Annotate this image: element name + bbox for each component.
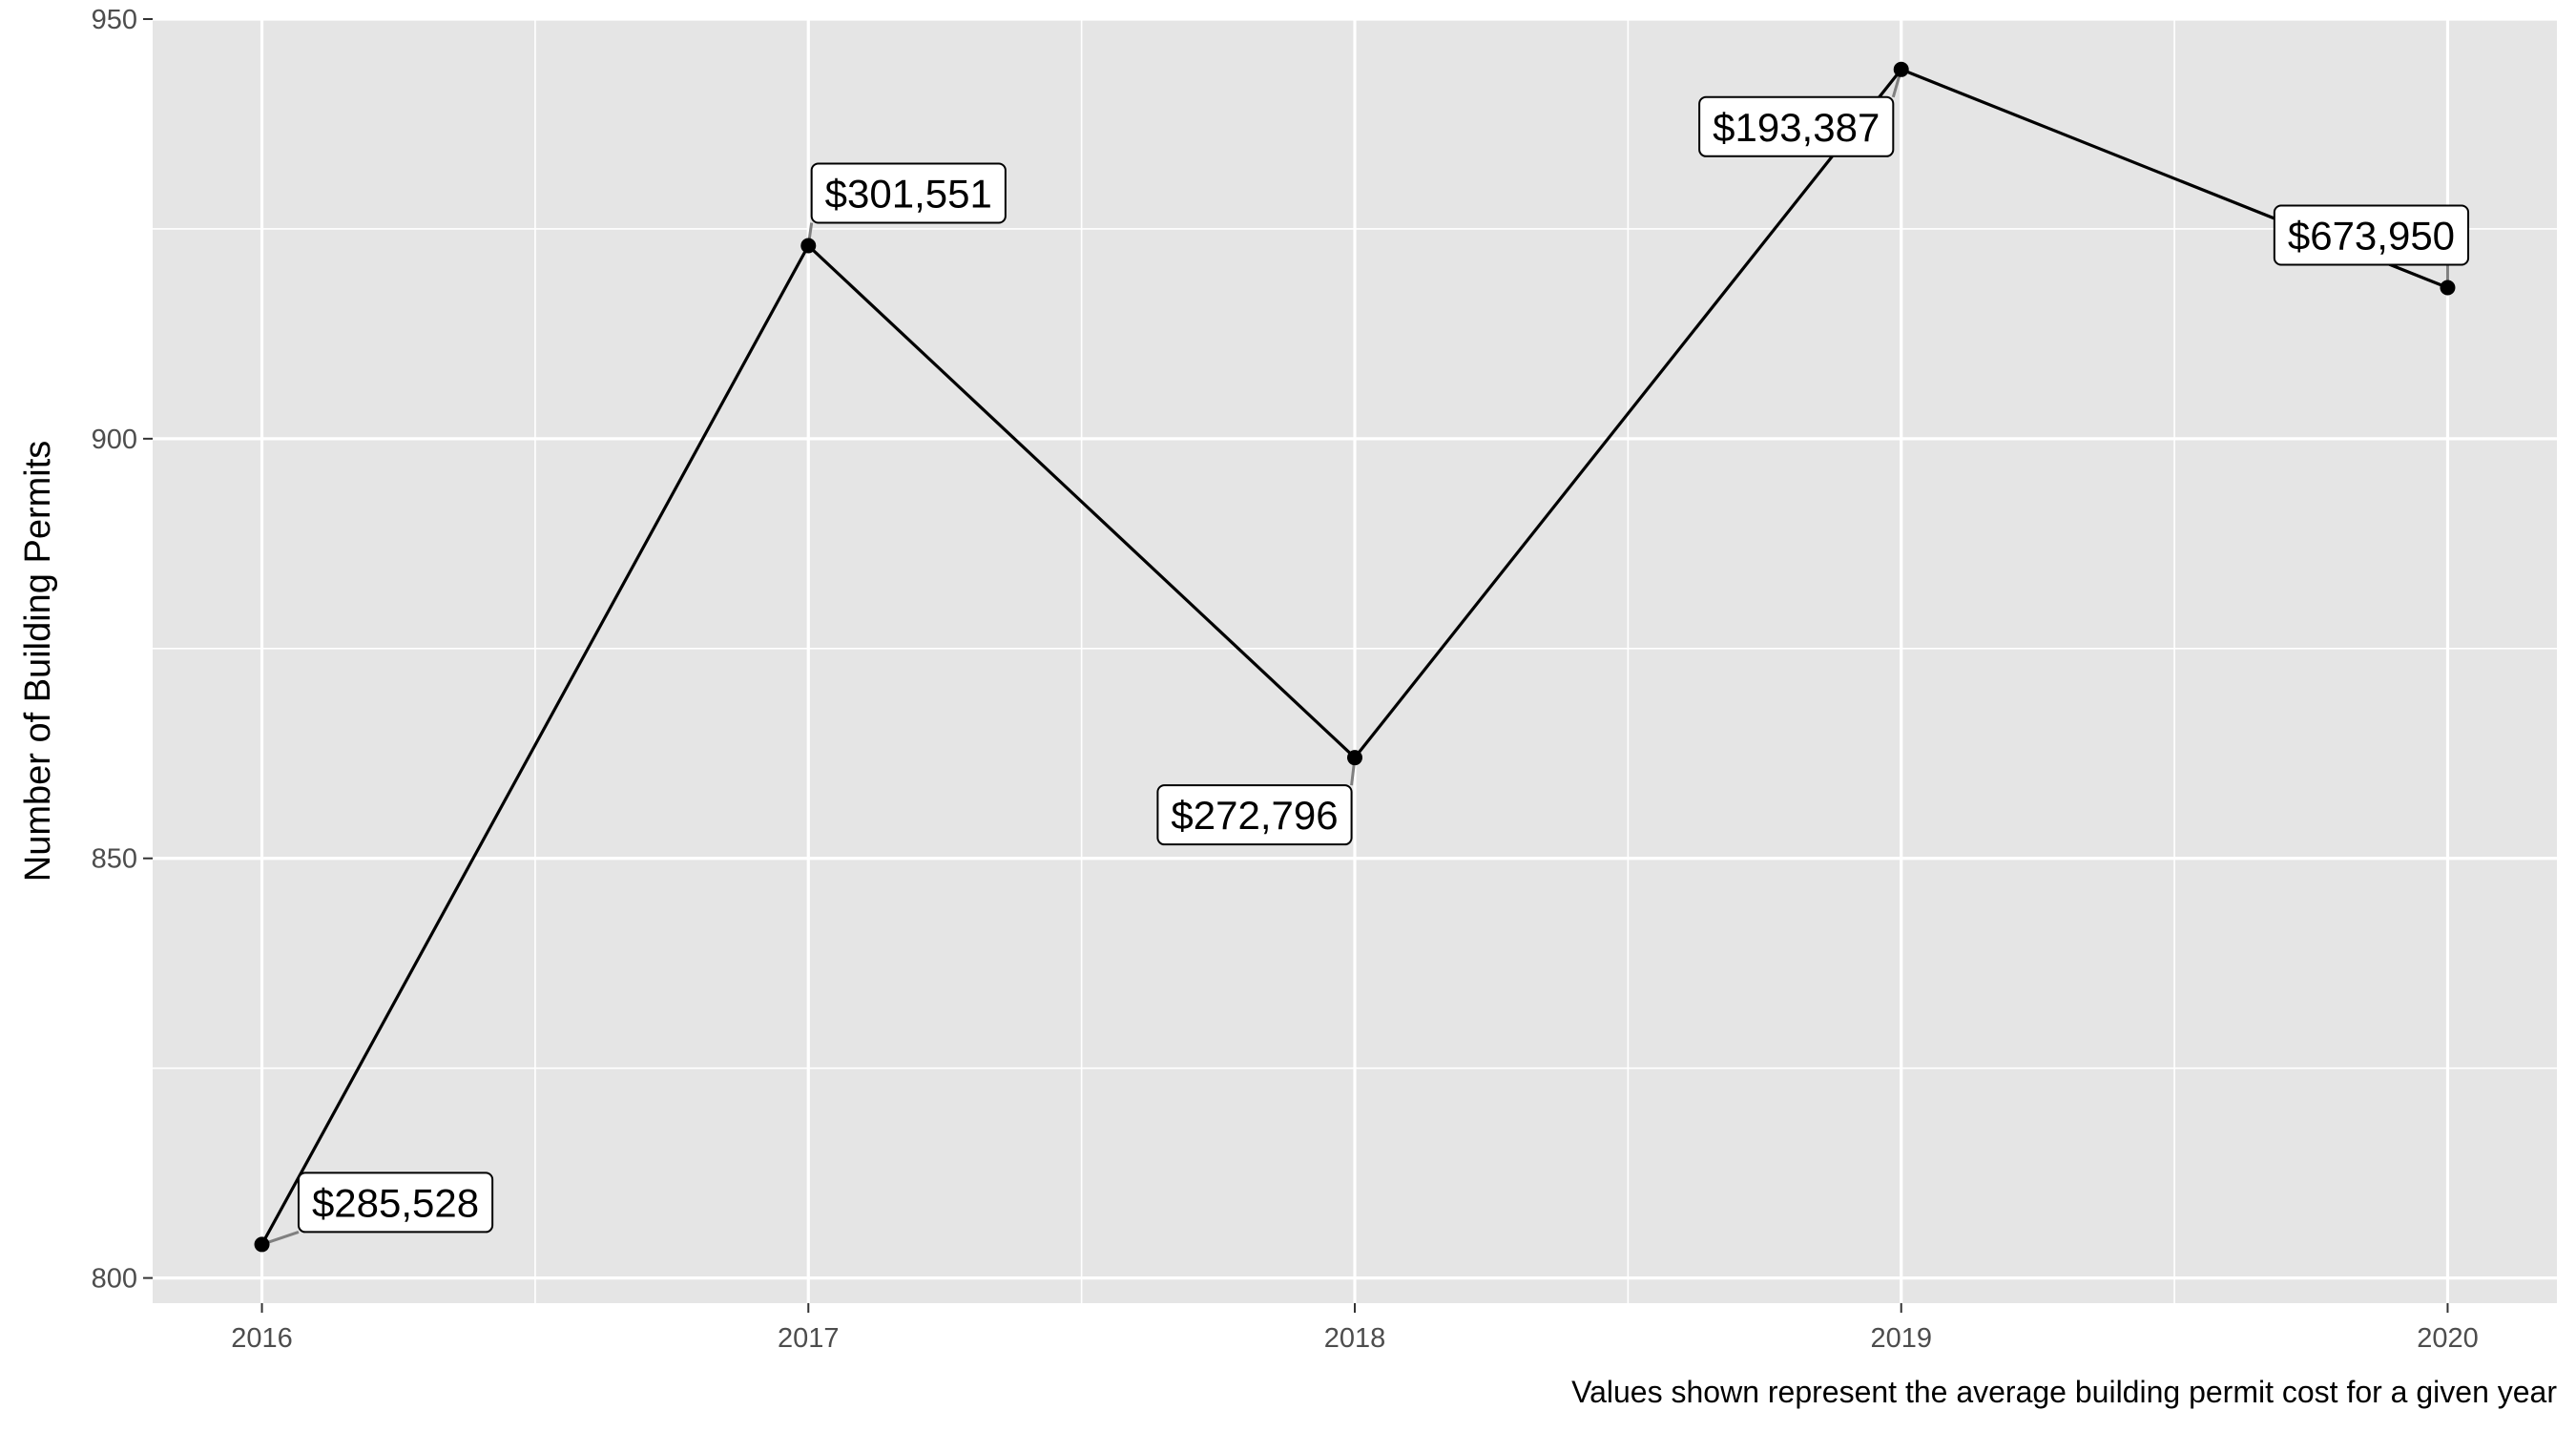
- chart-caption: Values shown represent the average build…: [1571, 1375, 2557, 1409]
- y-axis-title: Number of Building Permits: [18, 441, 58, 882]
- x-tick-label: 2019: [1870, 1323, 1932, 1354]
- data-point: [800, 238, 817, 254]
- data-label-box: [2273, 204, 2470, 266]
- data-points: [254, 61, 2456, 1253]
- x-axis: 2016 2017 2018 2019 2020: [231, 1303, 2479, 1354]
- y-tick-label: 850: [92, 844, 137, 875]
- data-label: $285,528: [297, 1172, 494, 1234]
- data-label-text: $285,528: [312, 1180, 479, 1225]
- data-point: [254, 1236, 270, 1253]
- x-tick-label: 2018: [1324, 1323, 1386, 1354]
- major-gridlines: [153, 17, 2557, 1303]
- y-axis: 800 850 900 950: [92, 5, 153, 1295]
- data-label-box: [297, 1172, 494, 1234]
- y-tick-label: 950: [92, 5, 137, 35]
- y-tick-label: 800: [92, 1264, 137, 1295]
- data-label: $193,387: [1698, 95, 1895, 157]
- x-tick-label: 2017: [778, 1323, 840, 1354]
- data-label-text: $301,551: [825, 172, 992, 217]
- data-labels: $285,528 $301,551 $272,796 $193,387 $673,950: [297, 95, 2470, 1234]
- data-label: $272,796: [1156, 784, 1353, 846]
- data-label-text: $193,387: [1713, 105, 1880, 150]
- data-label-box: [1698, 95, 1895, 157]
- x-tick-label: 2016: [231, 1323, 293, 1354]
- x-tick-label: 2020: [2417, 1323, 2479, 1354]
- data-point: [1893, 61, 1909, 77]
- data-label: $673,950: [2273, 204, 2470, 266]
- data-label: $301,551: [810, 162, 1007, 224]
- data-label-box: [810, 162, 1007, 224]
- data-point: [1347, 750, 1362, 766]
- data-label-text: $673,950: [2288, 214, 2455, 259]
- data-label-text: $272,796: [1171, 793, 1338, 838]
- data-label-box: [1156, 784, 1353, 846]
- data-point: [2440, 280, 2456, 296]
- y-tick-label: 900: [92, 425, 137, 455]
